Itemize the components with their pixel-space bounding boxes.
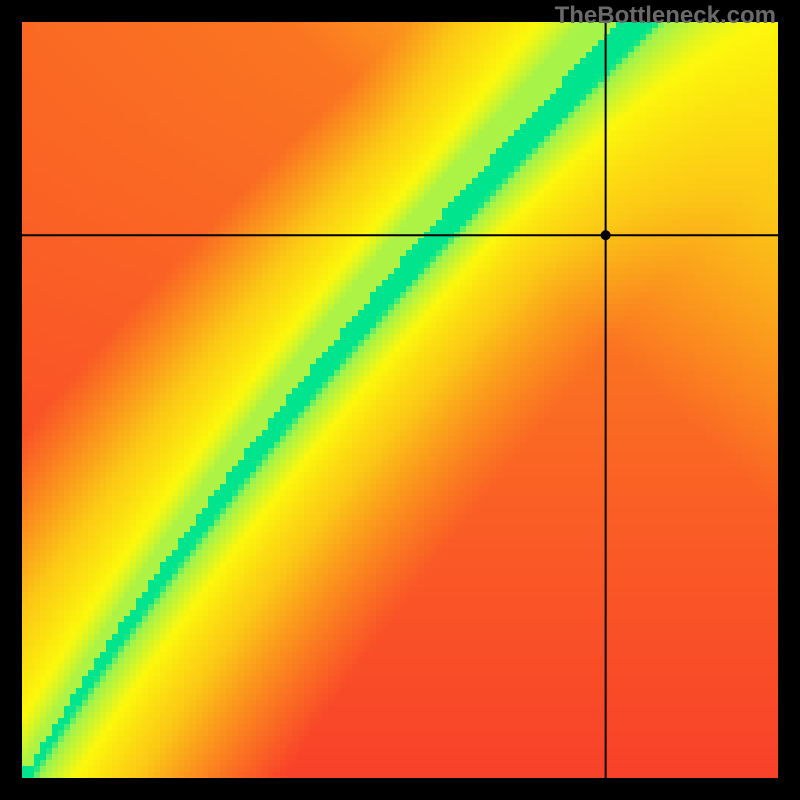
watermark-text: TheBottleneck.com <box>555 2 776 30</box>
chart-container: { "meta": { "watermark": "TheBottleneck.… <box>0 0 800 800</box>
bottleneck-heatmap <box>0 0 800 800</box>
